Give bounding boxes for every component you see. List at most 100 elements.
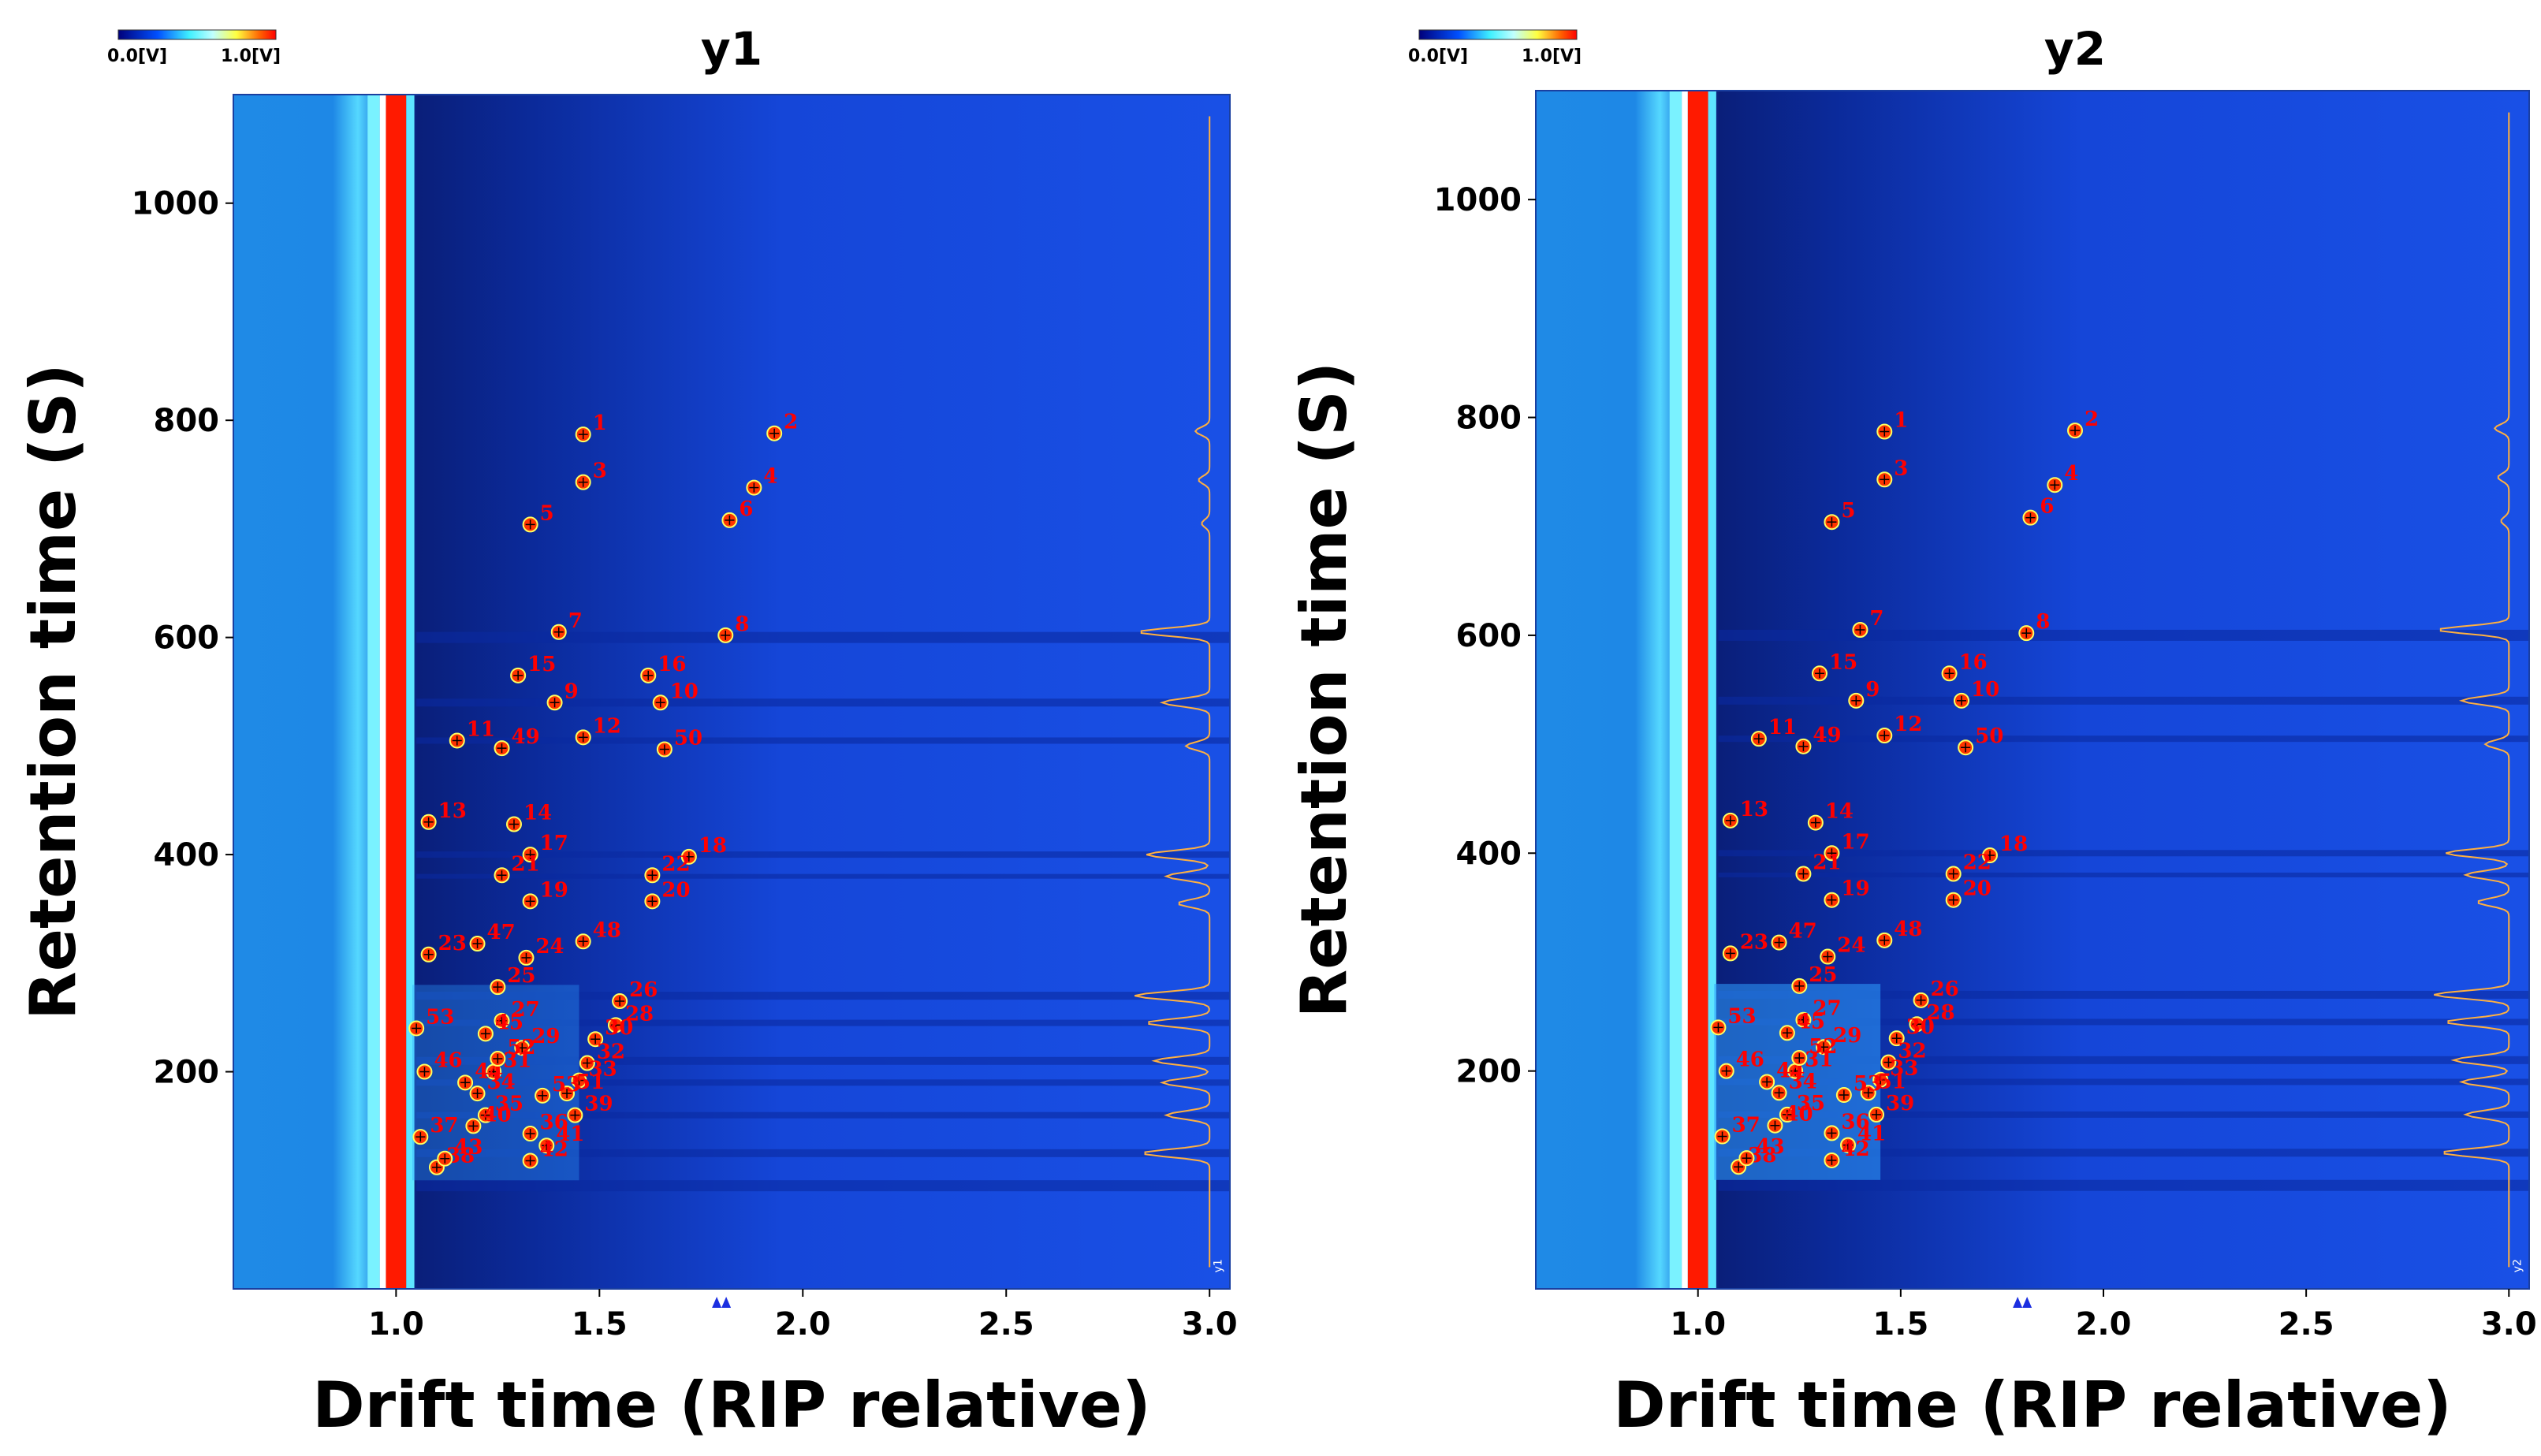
spectrum-tag: y1 bbox=[1213, 1259, 1225, 1272]
peak-label: 31 bbox=[503, 1049, 531, 1073]
rip-red-stripe bbox=[386, 95, 407, 1289]
horizontal-band bbox=[1718, 735, 2529, 743]
peak-label: 46 bbox=[1736, 1048, 1764, 1072]
y-tick-label: 600 bbox=[1456, 618, 1522, 654]
rip-red-stripe bbox=[1687, 91, 1708, 1289]
peak-label: 33 bbox=[589, 1058, 617, 1082]
peak-label: 49 bbox=[512, 725, 540, 749]
peak-label: 41 bbox=[556, 1123, 584, 1146]
peak-label: 50 bbox=[674, 726, 702, 750]
peak-label: 48 bbox=[1894, 918, 1922, 941]
peak-label: 7 bbox=[1869, 607, 1883, 631]
peak-label: 27 bbox=[512, 998, 540, 1022]
peak-label: 32 bbox=[597, 1041, 625, 1064]
peak-label: 7 bbox=[568, 609, 583, 633]
peak-label: 28 bbox=[1926, 1001, 1954, 1025]
peak-label: 17 bbox=[1841, 830, 1869, 854]
peak-label: 16 bbox=[1959, 650, 1988, 674]
peak-label: 22 bbox=[661, 852, 690, 876]
spectrum-trace bbox=[2434, 112, 2510, 1268]
peak-label: 4 bbox=[763, 465, 777, 489]
horizontal-band bbox=[416, 1180, 1230, 1192]
rip-cyan-stripe bbox=[1669, 91, 1682, 1289]
rip-cyan-stripe bbox=[367, 95, 380, 1289]
peak-label: 21 bbox=[512, 852, 540, 876]
peak-label: 53 bbox=[1854, 1072, 1882, 1096]
peak-label: 12 bbox=[593, 714, 621, 738]
peak-label: 39 bbox=[584, 1093, 613, 1116]
x-tick-label: 2.5 bbox=[978, 1306, 1034, 1342]
x-axis-label: Drift time (RIP relative) bbox=[312, 1368, 1150, 1442]
peak-label: 29 bbox=[531, 1025, 560, 1048]
peak-label: 6 bbox=[739, 497, 753, 521]
horizontal-band bbox=[416, 1056, 1230, 1065]
peak-label: 20 bbox=[661, 878, 690, 902]
peak-label: 8 bbox=[735, 613, 749, 636]
y-axis-label: Retention time (S) bbox=[1287, 362, 1361, 1018]
y-tick-label: 800 bbox=[154, 403, 220, 439]
peak-label: 33 bbox=[1890, 1057, 1918, 1081]
horizontal-band bbox=[416, 698, 1230, 707]
rip-white-stripe bbox=[379, 95, 386, 1289]
peak-label: 46 bbox=[434, 1049, 462, 1073]
peak-label: 37 bbox=[1732, 1114, 1760, 1138]
peak-label: 52 bbox=[1809, 1035, 1837, 1059]
peak-label: 43 bbox=[1756, 1135, 1784, 1159]
x-tick-label: 1.0 bbox=[1670, 1306, 1726, 1342]
horizontal-band bbox=[1718, 1179, 2529, 1191]
peak-label: 2 bbox=[784, 411, 798, 434]
peak-label: 30 bbox=[605, 1016, 633, 1040]
peak-label: 25 bbox=[1809, 963, 1837, 987]
axis-marker bbox=[2022, 1297, 2032, 1308]
peak-label: 16 bbox=[658, 653, 686, 676]
x-tick-label: 1.0 bbox=[368, 1306, 424, 1342]
peak-label: 13 bbox=[438, 799, 467, 823]
x-tick-label: 3.0 bbox=[2481, 1306, 2537, 1342]
peak-label: 43 bbox=[454, 1136, 482, 1160]
horizontal-band bbox=[416, 992, 1230, 1000]
peak-label: 23 bbox=[438, 932, 467, 955]
peak-label: 41 bbox=[1857, 1123, 1886, 1146]
colorbar bbox=[1418, 29, 1578, 40]
peak-label: 10 bbox=[1971, 678, 1999, 702]
horizontal-band bbox=[1718, 1149, 2529, 1157]
horizontal-band bbox=[416, 737, 1230, 744]
peak-label: 19 bbox=[1841, 877, 1869, 901]
horizontal-band bbox=[416, 1112, 1230, 1119]
peak-label: 51 bbox=[1878, 1070, 1906, 1093]
chart-panel-y1: y1 1 2 3 4 5 6 7 8 9 10 11 12 13 14 15 16 17 18 19 20 21 22 23 2… bbox=[0, 0, 1270, 1456]
colorbar-min-label: 0.0[V] bbox=[107, 47, 167, 66]
peak-label: 49 bbox=[1813, 724, 1841, 747]
horizontal-band bbox=[416, 873, 1230, 879]
peak-label: 53 bbox=[426, 1005, 454, 1029]
peak-label: 27 bbox=[1813, 997, 1841, 1021]
horizontal-band bbox=[1718, 850, 2529, 857]
peak-label: 35 bbox=[1797, 1092, 1825, 1115]
peak-label: 4 bbox=[2064, 462, 2078, 486]
peak-label: 29 bbox=[1833, 1024, 1861, 1048]
peak-label: 1 bbox=[1894, 409, 1908, 433]
peak-label: 26 bbox=[1931, 977, 1959, 1001]
y-tick-label: 1000 bbox=[132, 186, 219, 222]
peak-label: 40 bbox=[1784, 1103, 1813, 1126]
x-tick-label: 2.0 bbox=[775, 1306, 831, 1342]
peak-label: 9 bbox=[564, 680, 579, 703]
peak-label: 32 bbox=[1898, 1040, 1926, 1063]
x-tick-label: 2.0 bbox=[2076, 1306, 2132, 1342]
peak-label: 53 bbox=[1727, 1004, 1756, 1028]
x-axis-label: Drift time (RIP relative) bbox=[1613, 1368, 2451, 1442]
horizontal-band bbox=[1718, 1078, 2529, 1085]
colorbar bbox=[117, 29, 277, 40]
peak-label: 2 bbox=[2085, 408, 2099, 431]
horizontal-band bbox=[416, 1019, 1230, 1026]
colorbar-max-label: 1.0[V] bbox=[221, 47, 281, 66]
peak-label: 22 bbox=[1963, 851, 1991, 875]
peak-label: 11 bbox=[467, 717, 495, 741]
peak-label: 25 bbox=[507, 964, 535, 988]
axis-marker bbox=[2013, 1297, 2023, 1308]
y-tick-label: 600 bbox=[154, 620, 220, 657]
peak-label: 45 bbox=[1797, 1010, 1825, 1033]
peak-label: 42 bbox=[540, 1138, 568, 1161]
